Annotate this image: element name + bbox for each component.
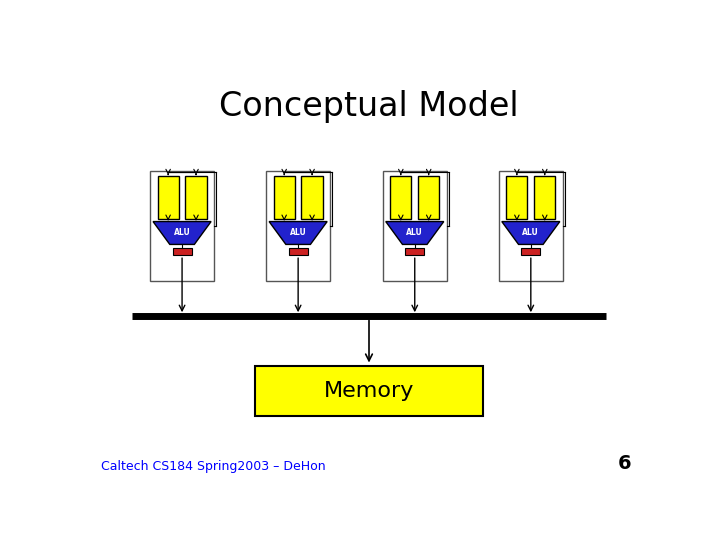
Bar: [173, 248, 192, 255]
Bar: [418, 176, 439, 219]
Text: ALU: ALU: [289, 228, 307, 238]
Bar: [390, 176, 411, 219]
Bar: [289, 248, 307, 255]
Polygon shape: [153, 221, 211, 245]
Bar: [405, 248, 424, 255]
Text: ALU: ALU: [406, 228, 423, 238]
Bar: [186, 176, 207, 219]
Bar: [534, 176, 555, 219]
Bar: [302, 176, 323, 219]
Bar: [150, 171, 214, 281]
Bar: [266, 171, 330, 281]
Polygon shape: [502, 221, 560, 245]
Polygon shape: [269, 221, 327, 245]
Bar: [521, 248, 540, 255]
Polygon shape: [386, 221, 444, 245]
Bar: [255, 366, 483, 416]
Bar: [274, 176, 294, 219]
Text: ALU: ALU: [174, 228, 191, 238]
Bar: [499, 171, 563, 281]
Text: Caltech CS184 Spring2003 – DeHon: Caltech CS184 Spring2003 – DeHon: [101, 460, 325, 473]
Text: ALU: ALU: [523, 228, 539, 238]
Text: Conceptual Model: Conceptual Model: [219, 90, 519, 123]
Bar: [158, 176, 179, 219]
Text: Memory: Memory: [324, 381, 414, 401]
Text: 6: 6: [618, 454, 631, 473]
Bar: [506, 176, 528, 219]
Bar: [382, 171, 447, 281]
